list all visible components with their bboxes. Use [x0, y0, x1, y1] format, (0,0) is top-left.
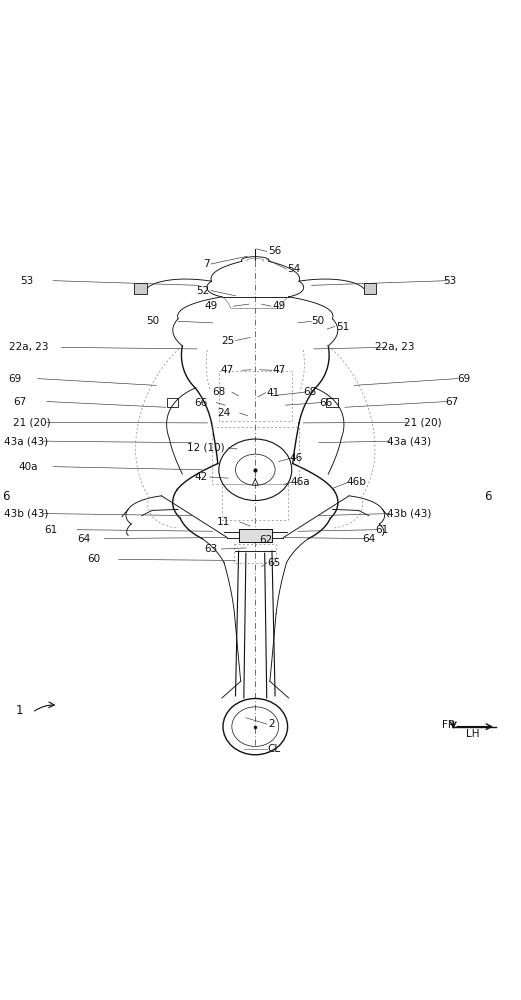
Text: 43a (43): 43a (43): [4, 436, 48, 446]
Text: 43a (43): 43a (43): [387, 436, 431, 446]
Text: 22a, 23: 22a, 23: [375, 342, 415, 352]
Text: 43b (43): 43b (43): [4, 509, 48, 519]
Text: 60: 60: [88, 554, 101, 564]
FancyBboxPatch shape: [239, 529, 272, 542]
Text: 47: 47: [220, 365, 233, 375]
Text: 24: 24: [217, 408, 230, 418]
Text: 64: 64: [77, 534, 90, 544]
Text: 46a: 46a: [291, 477, 311, 487]
Text: 21 (20): 21 (20): [13, 417, 51, 427]
Text: 49: 49: [205, 301, 218, 311]
Text: 53: 53: [20, 276, 33, 286]
Text: 69: 69: [8, 374, 21, 384]
Text: 6: 6: [485, 490, 492, 503]
Text: 67: 67: [445, 397, 458, 407]
Text: 25: 25: [221, 336, 234, 346]
Text: 46b: 46b: [346, 477, 366, 487]
Text: 64: 64: [362, 534, 375, 544]
Text: 63: 63: [205, 544, 218, 554]
Polygon shape: [134, 283, 147, 294]
Text: 54: 54: [288, 264, 301, 274]
Text: 1: 1: [16, 704, 23, 717]
Text: 52: 52: [196, 286, 209, 296]
Text: 49: 49: [272, 301, 285, 311]
Text: 53: 53: [443, 276, 456, 286]
Text: 46: 46: [289, 453, 302, 463]
Text: 12 (10): 12 (10): [188, 443, 225, 453]
Text: 43b (43): 43b (43): [387, 509, 431, 519]
Text: 21 (20): 21 (20): [404, 417, 441, 427]
Text: 51: 51: [336, 322, 349, 332]
Text: 7: 7: [203, 259, 209, 269]
Text: CL: CL: [268, 744, 281, 754]
Text: 2: 2: [268, 719, 275, 729]
Text: 66: 66: [319, 398, 332, 408]
Text: 47: 47: [272, 365, 285, 375]
Text: 67: 67: [14, 397, 27, 407]
Text: 42: 42: [194, 472, 207, 482]
Polygon shape: [364, 283, 376, 294]
Text: 50: 50: [312, 316, 325, 326]
Text: 61: 61: [44, 525, 57, 535]
Text: 40a: 40a: [18, 462, 38, 472]
Text: 6: 6: [3, 490, 10, 503]
Text: 62: 62: [259, 535, 272, 545]
Text: 66: 66: [194, 398, 207, 408]
Text: LH: LH: [466, 729, 480, 739]
Text: 65: 65: [267, 558, 280, 568]
Text: 41: 41: [267, 388, 280, 398]
Text: FR: FR: [442, 720, 455, 730]
Text: 68: 68: [303, 387, 316, 397]
Text: 69: 69: [457, 374, 470, 384]
Text: 61: 61: [375, 525, 388, 535]
Text: 68: 68: [212, 387, 225, 397]
Text: 11: 11: [217, 517, 230, 527]
Text: 22a, 23: 22a, 23: [9, 342, 49, 352]
Text: 50: 50: [146, 316, 159, 326]
Text: 56: 56: [268, 246, 281, 256]
